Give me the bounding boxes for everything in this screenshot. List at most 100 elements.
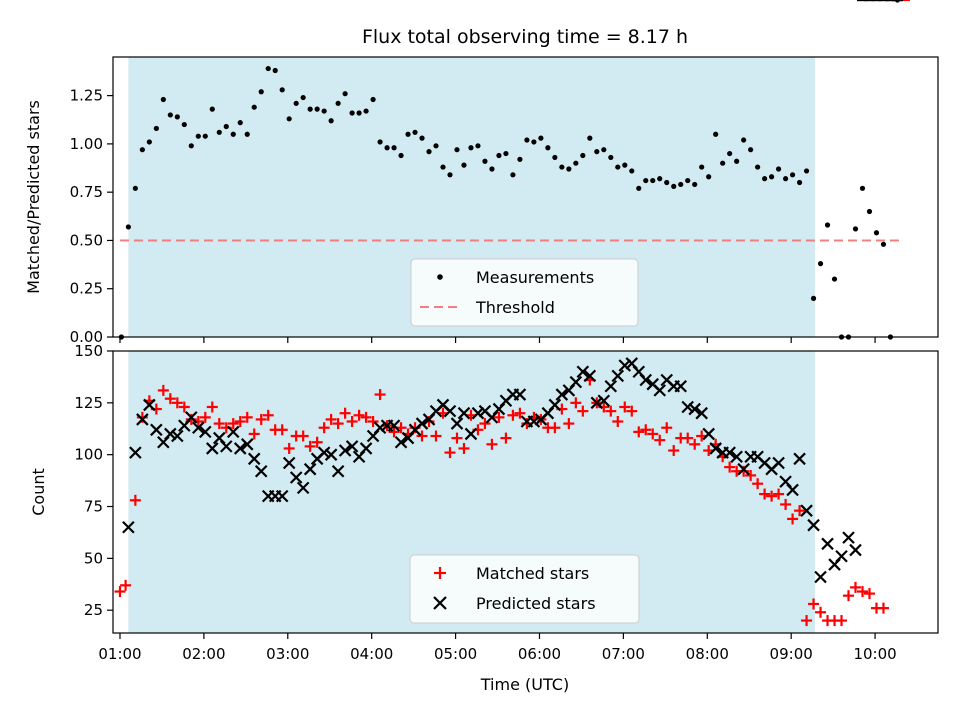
measurement-point [810, 295, 817, 301]
matched-star-marker [178, 401, 190, 413]
predicted-star-marker-b [814, 570, 827, 584]
predicted-star-marker-b [192, 421, 205, 434]
y-tick-label: 0.75 [70, 183, 103, 201]
measurement-point [538, 135, 544, 141]
predicted-star-marker-b [639, 373, 653, 387]
top-legend-box [410, 258, 639, 327]
matched-star-marker [507, 409, 519, 421]
predicted-star-marker-b [164, 427, 177, 441]
measurement-point [755, 164, 761, 170]
predicted-star-marker-b [219, 440, 233, 453]
predicted-star-marker-b [632, 365, 646, 379]
measurement-point [405, 131, 411, 137]
predicted-star-marker [303, 462, 317, 476]
measurement-point [307, 106, 313, 112]
predicted-star-marker-b [751, 450, 764, 464]
predicted-star-marker-b [849, 543, 862, 557]
measurement-point [321, 108, 327, 114]
predicted-star-marker-b [324, 448, 338, 461]
predicted-star-marker-b [457, 406, 471, 420]
legend-measurements-label: Measurements [476, 268, 594, 287]
measurement-point [412, 129, 418, 135]
measurement-point [188, 143, 194, 149]
x-tick-label: 08:00 [686, 645, 729, 663]
measurement-point [314, 106, 320, 112]
measurement-point [643, 177, 649, 184]
measurement-point [866, 208, 873, 215]
measurement-point [531, 139, 537, 145]
predicted-star-marker-b [800, 504, 813, 517]
matched-star-marker [234, 416, 246, 427]
measurement-point [573, 160, 579, 166]
matched-star-marker [346, 416, 358, 427]
predicted-star-marker-b [129, 446, 142, 459]
predicted-star-marker-b [359, 442, 373, 455]
measurement-point [587, 135, 593, 141]
predicted-star-marker [702, 427, 715, 441]
top-y-ticks: 0.00 0.25 0.50 0.75 1.00 1.25 [70, 87, 113, 346]
predicted-star-marker [688, 402, 701, 416]
matched-star-marker [129, 494, 141, 506]
predicted-star-marker-b [150, 423, 163, 437]
predicted-star-marker [233, 442, 247, 455]
measurement-point [608, 154, 614, 161]
measurement-point [174, 114, 180, 120]
measurement-point [419, 135, 425, 141]
predicted-star-marker [282, 456, 296, 470]
predicted-star-marker [345, 440, 359, 453]
top-panel: 0.00 0.25 0.50 0.75 1.00 1.25 Matched/Predict… [24, 0, 939, 346]
measurement-point [265, 65, 271, 72]
measurement-point [139, 147, 145, 153]
predicted-star-marker-b [289, 471, 303, 484]
matched-star-marker [297, 430, 309, 442]
predicted-star-marker [296, 481, 310, 495]
matched-star-marker [570, 397, 582, 409]
predicted-star-marker [185, 411, 198, 424]
matched-star-marker [157, 384, 169, 396]
predicted-star-marker-b [317, 446, 331, 459]
predicted-star-marker-b [695, 406, 708, 420]
matched-star-marker [612, 416, 624, 427]
matched-star-marker [339, 407, 351, 419]
predicted-star-marker [317, 446, 331, 459]
predicted-star-marker [653, 384, 667, 397]
predicted-star-marker-b [240, 438, 254, 451]
predicted-star-marker-b [443, 404, 457, 418]
predicted-star-marker [373, 421, 387, 434]
measurement-point [615, 164, 621, 170]
matched-star-marker [815, 606, 827, 618]
y-tick-label: 100 [74, 446, 103, 464]
matched-star-marker [332, 418, 344, 430]
y-tick-label: 1.00 [70, 135, 103, 153]
measurement-point [132, 185, 138, 191]
predicted-star-marker-b [590, 396, 604, 410]
bottom-legend-box [409, 554, 640, 624]
matched-star-marker [430, 430, 442, 442]
measurement-point [426, 149, 432, 155]
predicted-star-marker-b [136, 413, 149, 426]
predicted-star-marker-b [779, 475, 792, 488]
predicted-star-marker-b [303, 462, 317, 476]
predicted-star-marker-b [143, 398, 156, 412]
y-tick-label: 0.25 [70, 280, 103, 298]
predicted-star-marker-b [171, 429, 184, 443]
predicted-star-marker [821, 537, 834, 551]
predicted-star-marker-b [674, 379, 687, 393]
predicted-star-marker-b [212, 431, 226, 445]
predicted-star-marker-b [569, 375, 583, 389]
matched-star-marker [619, 401, 631, 413]
measurement-point [559, 164, 565, 170]
predicted-star-marker-b [122, 520, 135, 534]
predicted-star-marker-b [282, 456, 296, 470]
measurement-point [223, 123, 229, 130]
predicted-star-marker-b [681, 400, 694, 414]
matched-star-marker [248, 428, 260, 440]
predicted-star-marker-b [436, 398, 450, 412]
matched-star-marker [241, 411, 253, 423]
y-tick-label: 150 [74, 342, 103, 360]
predicted-star-marker-b [247, 452, 261, 466]
measurement-point [741, 137, 747, 143]
matched-star-marker [185, 413, 197, 425]
matched-star-marker [318, 422, 330, 434]
measurement-point [873, 230, 880, 236]
